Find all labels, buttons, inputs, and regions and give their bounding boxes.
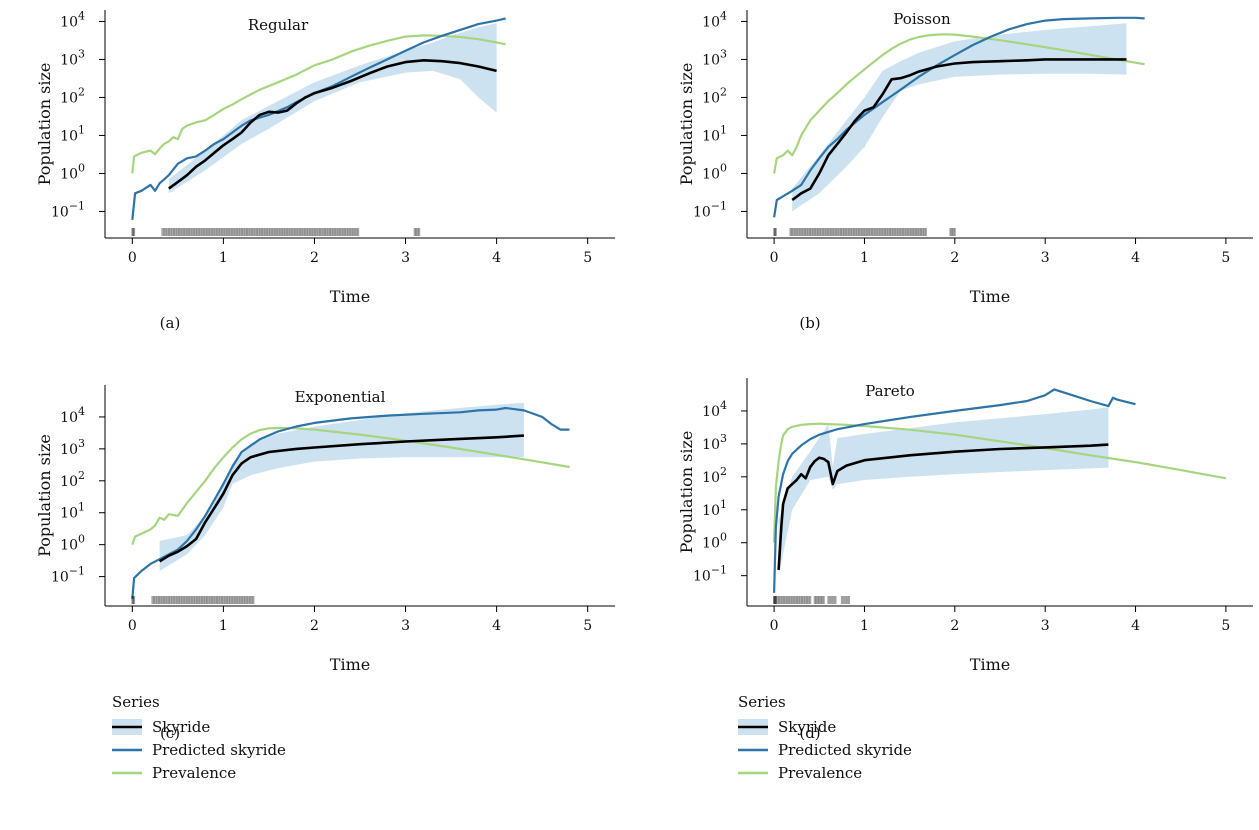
y-tick-label: 104 — [702, 399, 727, 420]
panel-title: Pareto — [865, 382, 914, 400]
y-tick-label: 101 — [702, 498, 727, 519]
x-axis-label: Time — [970, 287, 1010, 306]
y-tick-label: 103 — [60, 47, 85, 68]
y-tick-label: 10−1 — [51, 199, 85, 220]
panel-b: 0 1 2 3 4 5 10−1 100 101 102 103 104 Time Population … — [677, 9, 1253, 332]
x-tick-label: 0 — [770, 250, 779, 266]
y-tick-label: 101 — [702, 123, 727, 144]
predicted-line — [773, 16, 1145, 218]
y-tick-label: 102 — [60, 469, 85, 490]
x-axis-label: Time — [330, 655, 370, 674]
y-tick-label: 10−1 — [693, 564, 727, 585]
y-axis-label: Population size — [35, 63, 54, 186]
skyride-line — [168, 58, 497, 190]
x-tick-label: 1 — [860, 618, 869, 634]
panel-title: Poisson — [893, 10, 951, 28]
y-tick-label: 100 — [702, 531, 727, 552]
x-tick-label: 5 — [583, 250, 592, 266]
x-tick-label: 3 — [1041, 618, 1050, 634]
x-axis-label: Time — [330, 287, 370, 306]
x-tick-label: 4 — [492, 618, 501, 634]
y-tick-label: 10−1 — [51, 565, 85, 586]
predicted-line — [773, 388, 1136, 593]
y-tick-label: 100 — [60, 533, 85, 554]
skyride-band — [159, 402, 524, 571]
panel-caption: (d) — [799, 724, 820, 742]
panel-c: 0 1 2 3 4 5 10−1 100 101 102 103 104 Time Population … — [35, 385, 615, 742]
y-tick-label: 10−1 — [693, 199, 727, 220]
x-tick-label: 4 — [1131, 618, 1140, 634]
prevalence-line — [773, 422, 1227, 543]
prevalence-line — [131, 34, 506, 174]
x-tick-label: 5 — [1221, 250, 1230, 266]
y-tick-label: 104 — [702, 9, 727, 30]
x-tick-label: 3 — [401, 618, 410, 634]
panel-a: 0 1 2 3 4 5 10−1 100 101 102 103 104 Time Population … — [35, 9, 615, 332]
prevalence-line — [131, 426, 570, 546]
x-tick-label: 1 — [219, 250, 228, 266]
panel-title: Regular — [248, 16, 309, 34]
y-axis-label: Population size — [677, 431, 696, 554]
y-axis-label: Population size — [677, 63, 696, 186]
legend: Series Skyride Predicted skyride Prevalence — [112, 693, 286, 782]
y-tick-label: 100 — [702, 161, 727, 182]
skyride-line — [158, 434, 524, 563]
x-tick-label: 3 — [1041, 250, 1050, 266]
y-tick-label: 101 — [60, 123, 85, 144]
skyride-line — [777, 443, 1109, 570]
legend-title: Series — [112, 693, 160, 711]
panel-caption: (a) — [160, 314, 181, 332]
x-tick-label: 2 — [950, 618, 959, 634]
y-tick-label: 104 — [60, 405, 85, 426]
legend-title: Series — [738, 693, 786, 711]
x-tick-label: 4 — [492, 250, 501, 266]
prevalence-line — [773, 33, 1145, 174]
skyride-band — [168, 23, 497, 194]
x-axis-label: Time — [970, 655, 1010, 674]
y-tick-label: 103 — [702, 47, 727, 68]
y-tick-label: 103 — [702, 432, 727, 453]
y-tick-label: 104 — [60, 9, 85, 30]
legend-label: Skyride — [152, 718, 210, 736]
y-tick-label: 103 — [60, 437, 85, 458]
predicted-line — [131, 17, 506, 221]
skyride-band — [792, 23, 1127, 212]
y-tick-label: 100 — [60, 161, 85, 182]
legend-label: Predicted skyride — [778, 741, 912, 759]
x-tick-label: 5 — [1221, 618, 1230, 634]
legend-label: Predicted skyride — [152, 741, 286, 759]
x-tick-label: 1 — [860, 250, 869, 266]
x-tick-label: 2 — [310, 250, 319, 266]
x-tick-label: 3 — [401, 250, 410, 266]
x-tick-label: 0 — [128, 250, 137, 266]
x-tick-label: 0 — [770, 618, 779, 634]
legend-label: Prevalence — [152, 764, 236, 782]
y-tick-label: 102 — [702, 465, 727, 486]
panel-d: 0 1 2 3 4 5 10−1 100 101 102 103 104 Time Population … — [677, 378, 1253, 742]
skyride-line — [791, 58, 1127, 202]
predicted-line — [131, 406, 570, 599]
x-tick-label: 5 — [583, 618, 592, 634]
x-tick-label: 2 — [950, 250, 959, 266]
x-tick-label: 0 — [128, 618, 137, 634]
panel-title: Exponential — [295, 388, 386, 406]
y-tick-label: 102 — [702, 85, 727, 106]
x-tick-label: 4 — [1131, 250, 1140, 266]
x-tick-label: 2 — [310, 618, 319, 634]
legend: Series Skyride Predicted skyride Prevalence — [738, 693, 912, 782]
legend-label: Skyride — [778, 718, 836, 736]
x-tick-label: 1 — [219, 618, 228, 634]
y-tick-label: 102 — [60, 85, 85, 106]
y-tick-label: 101 — [60, 501, 85, 522]
legend-label: Prevalence — [778, 764, 862, 782]
y-axis-label: Population size — [35, 434, 54, 557]
panel-caption: (b) — [799, 314, 820, 332]
panel-caption: (c) — [160, 724, 180, 742]
